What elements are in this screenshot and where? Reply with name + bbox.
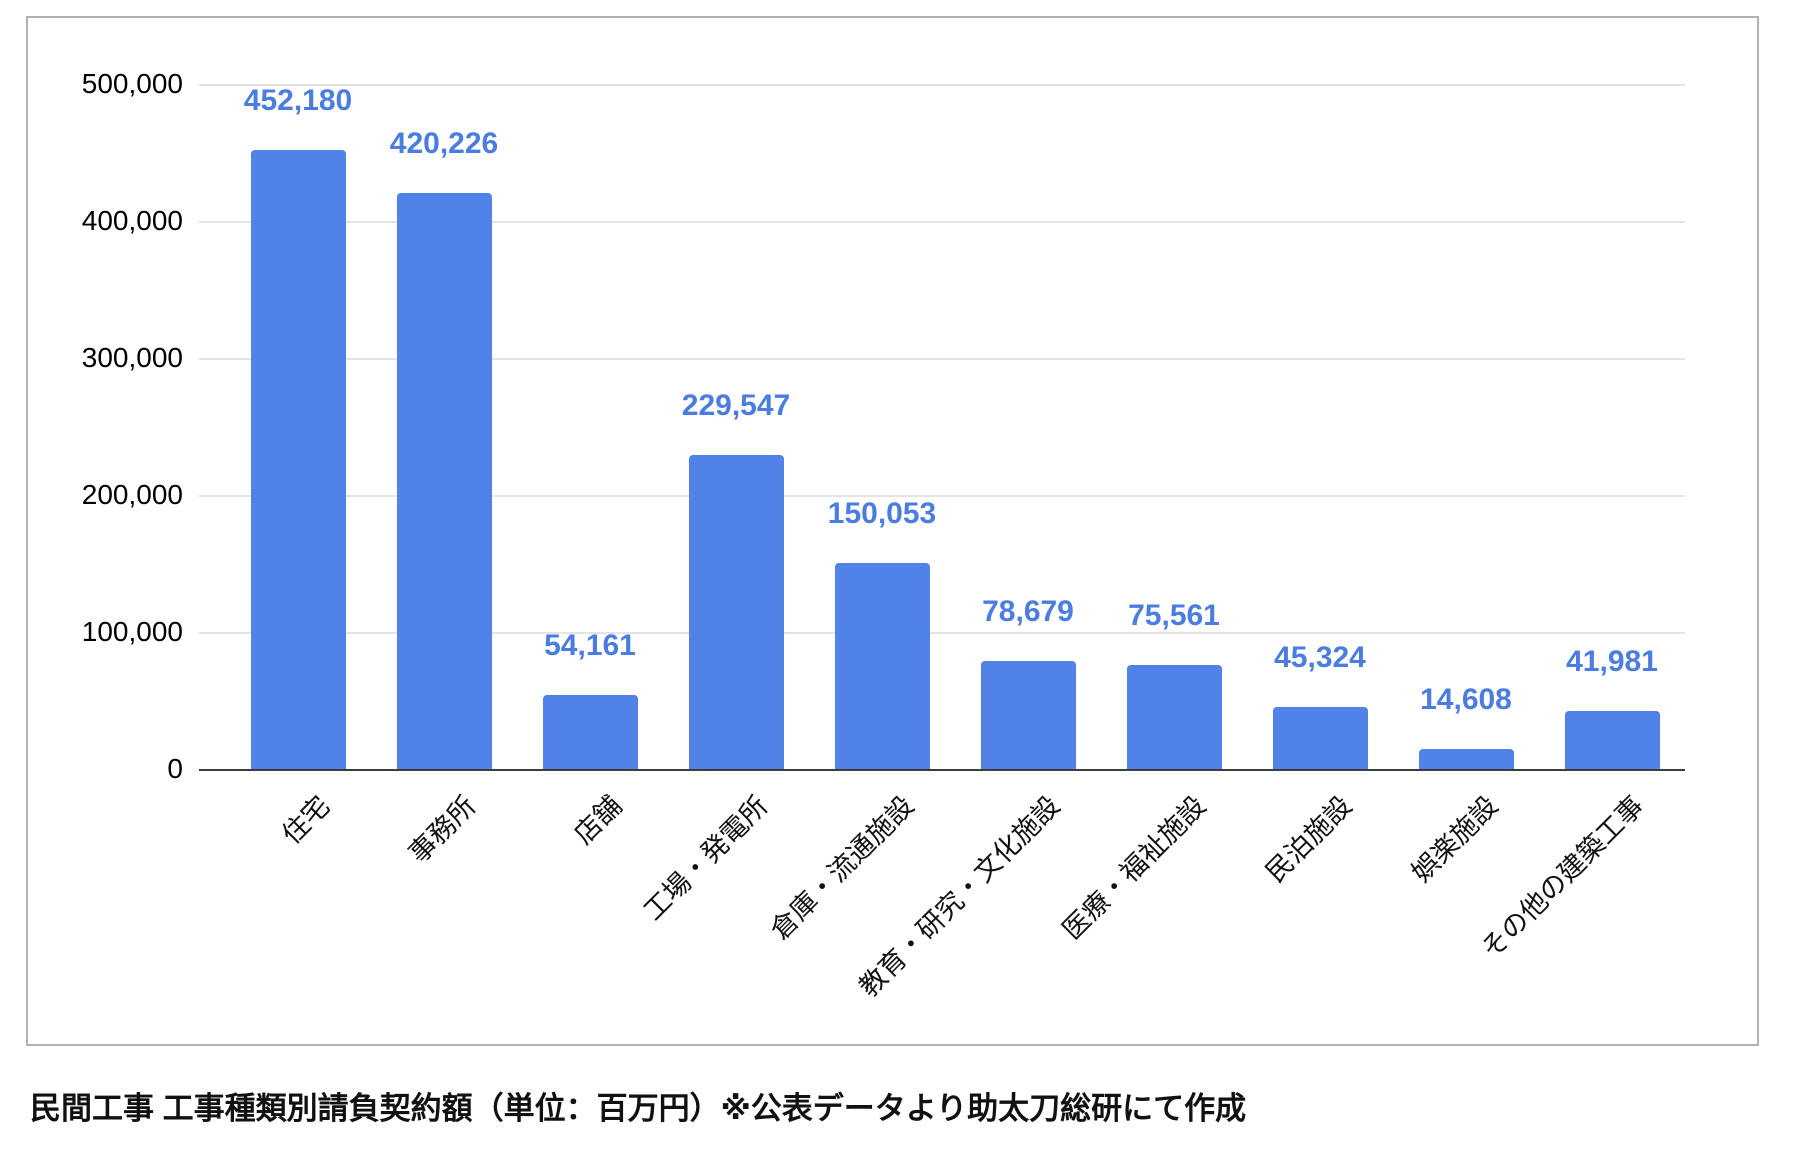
y-gridline — [199, 221, 1685, 223]
y-gridline — [199, 632, 1685, 634]
bar — [834, 563, 930, 769]
x-category-label-text: 住宅 — [276, 790, 336, 850]
bar — [250, 149, 346, 769]
y-gridline — [199, 495, 1685, 497]
y-gridline — [199, 358, 1685, 360]
bar — [396, 193, 492, 769]
bar-value-label: 45,324 — [1274, 640, 1366, 674]
bar-value-label: 229,547 — [681, 388, 791, 422]
bar-value-label: 14,608 — [1420, 682, 1512, 716]
bar-value-label: 54,161 — [544, 628, 636, 662]
y-tick-label: 0 — [167, 753, 183, 784]
y-gridline — [199, 84, 1685, 86]
x-category-label-text: 倉庫・流通施設 — [764, 790, 920, 946]
bar-value-label: 41,981 — [1566, 645, 1658, 679]
bar — [980, 661, 1076, 769]
x-category-label-text: 事務所 — [403, 790, 482, 869]
bar — [688, 454, 784, 769]
bar-value-label: 78,679 — [982, 595, 1074, 629]
y-tick-label: 100,000 — [81, 616, 183, 647]
bar-value-label: 75,561 — [1128, 599, 1220, 633]
bar-value-label: 420,226 — [389, 127, 499, 161]
bar-value-label: 452,180 — [243, 83, 353, 117]
x-category-label-text: 娯楽施設 — [1406, 790, 1504, 888]
bar — [542, 694, 638, 769]
x-category-label-text: 民泊施設 — [1260, 790, 1358, 888]
y-tick-label: 200,000 — [81, 479, 183, 510]
chart-card: 0 100,000 200,000 300,000 400,000 500,000 452,… — [26, 16, 1759, 1046]
plot-area: 0 100,000 200,000 300,000 400,000 500,000 452,… — [28, 18, 1757, 1044]
x-category-label-text: 医療・福祉施設 — [1056, 790, 1212, 946]
y-tick-label: 300,000 — [81, 342, 183, 373]
bar — [1418, 748, 1514, 769]
y-tick-label: 500,000 — [81, 68, 183, 99]
x-category-label-text: 工場・発電所 — [637, 790, 774, 927]
x-category-label-text: 店舗 — [568, 790, 628, 850]
x-axis-baseline — [199, 769, 1685, 771]
bar — [1564, 711, 1660, 769]
bar-value-label: 150,053 — [827, 497, 937, 531]
bar — [1126, 665, 1222, 769]
bar — [1272, 706, 1368, 769]
y-tick-label: 400,000 — [81, 205, 183, 236]
chart-caption: 民間工事 工事種類別請負契約額（単位：百万円）※公表データより助太刀総研にて作成 — [30, 1091, 1247, 1126]
